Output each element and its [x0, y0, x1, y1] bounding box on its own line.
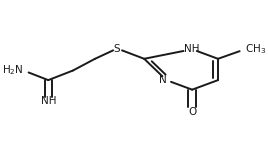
Text: H$_2$N: H$_2$N — [2, 64, 24, 77]
Text: NH: NH — [184, 44, 200, 54]
Text: N: N — [159, 75, 166, 85]
Text: O: O — [188, 107, 196, 117]
Text: NH: NH — [40, 96, 56, 106]
Text: CH$_3$: CH$_3$ — [245, 42, 266, 56]
Text: S: S — [114, 44, 120, 54]
